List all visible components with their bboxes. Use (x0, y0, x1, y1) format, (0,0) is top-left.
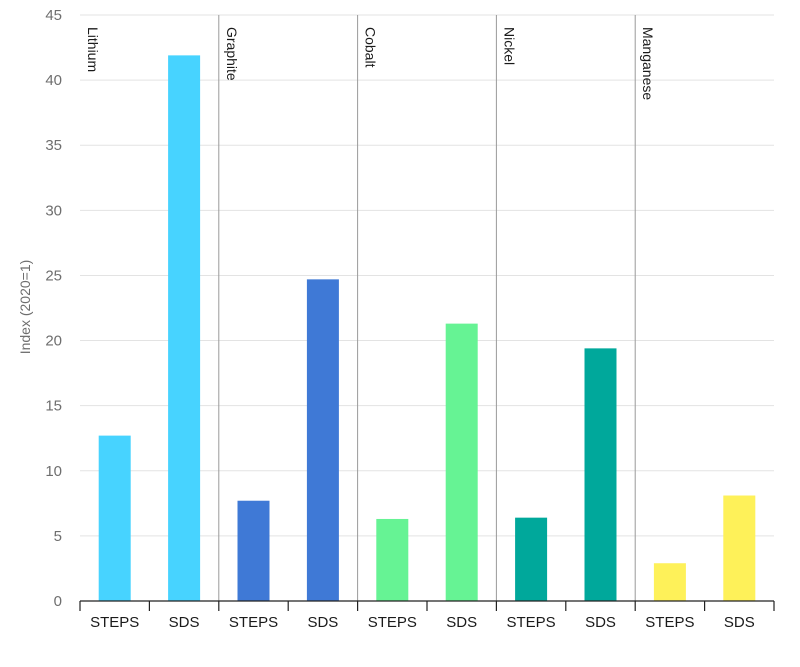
x-category-label: SDS (169, 614, 200, 631)
y-axis-title: Index (2020=1) (17, 260, 33, 355)
bar-lithium-steps (98, 435, 131, 601)
x-category-label: STEPS (368, 614, 417, 631)
bar-nickel-steps (515, 517, 548, 601)
x-category-label: SDS (724, 614, 755, 631)
y-tick-label: 0 (54, 593, 62, 610)
group-label-nickel: Nickel (501, 27, 517, 65)
bar-graphite-sds (306, 279, 339, 601)
x-category-label: STEPS (90, 614, 139, 631)
bar-graphite-steps (237, 500, 270, 601)
x-category-label: STEPS (229, 614, 278, 631)
labels: 0 5 10 15 20 25 30 35 40 45 STEPS SDS Lithium STEPS SD… (45, 7, 754, 631)
x-category-label: STEPS (507, 614, 556, 631)
axes (79, 600, 775, 611)
x-category-label: STEPS (645, 614, 694, 631)
group-label-lithium: Lithium (85, 27, 101, 72)
group-label-manganese: Manganese (640, 27, 656, 100)
x-category-label: SDS (446, 614, 477, 631)
group-label-cobalt: Cobalt (363, 27, 379, 68)
bar-cobalt-sds (445, 323, 478, 601)
y-tick-label: 30 (45, 202, 62, 219)
y-tick-label: 5 (54, 528, 62, 545)
x-category-label: SDS (307, 614, 338, 631)
bar-cobalt-steps (376, 518, 409, 601)
bar-manganese-sds (723, 495, 756, 601)
x-category-label: SDS (585, 614, 616, 631)
y-tick-label: 35 (45, 137, 62, 154)
y-tick-label: 15 (45, 398, 62, 415)
bar-nickel-sds (584, 348, 617, 601)
group-separators (218, 15, 636, 601)
y-tick-label: 10 (45, 463, 62, 480)
y-tick-label: 45 (45, 7, 62, 24)
bar-lithium-sds (168, 55, 201, 601)
bar-manganese-steps (653, 563, 686, 601)
y-tick-label: 25 (45, 267, 62, 284)
bars (98, 55, 756, 601)
y-tick-label: 20 (45, 333, 62, 350)
y-tick-label: 40 (45, 72, 62, 89)
group-label-graphite: Graphite (224, 27, 240, 81)
